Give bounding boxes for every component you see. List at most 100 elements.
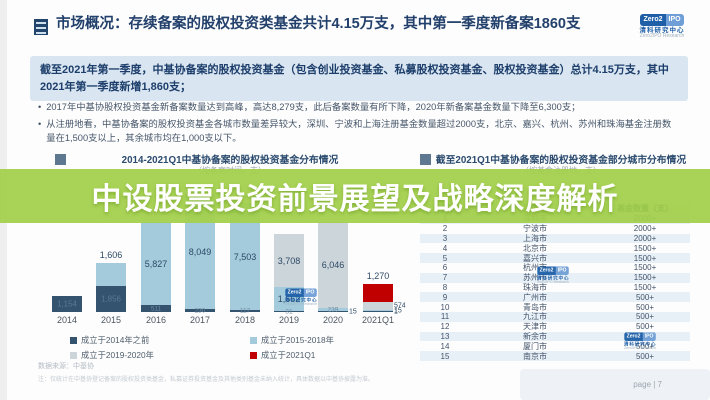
bar-segment-2020 [318,308,348,311]
table-cell: 7 [442,273,448,283]
legend-label: 成立于2021Q1 [261,350,316,360]
bullet-item: • 2017年中基协股权投资基金新备案数量达到高峰，高达8,279支，此后备案数量… [38,101,678,114]
bullet-text: 从注册地看，中基协备案的股权投资基金各城市数量差异较大，深圳、宁波和上海注册基金… [46,119,672,143]
x-axis-label: 2020 [322,315,344,325]
table-cell: 苏州市 [523,273,547,283]
bar-value-label: 1 [394,308,398,315]
table-cell: 2000+ [633,233,657,243]
legend-item: 成立于2014年之前 [70,334,250,346]
bullet-dot: • [38,119,42,130]
bar-value-label: 511 [150,305,162,312]
zero2ipo-logo: Zero2 IPO 清科研究中心 Zero2IPO Research [639,14,685,39]
table-row: 6 杭州市 1500+ [420,263,690,273]
table-cell: 500+ [635,312,655,322]
table-cell: 杭州市 [523,263,547,273]
table-cell: 500+ [635,341,655,351]
table-cell: 天津市 [523,322,547,332]
legend-label: 成立于2019-2020年 [81,350,154,360]
table-row: 14 厦门市 500+ [420,341,690,351]
table-title: 截至2021Q1中基协备案的股权投资基金部分城市分布情况 [435,155,687,166]
bar-value-label: 31 [285,308,293,315]
table-row: 11 九江市 500+ [420,311,690,322]
table-cell: 北京市 [523,243,547,253]
chart-legend: 成立于2014年之前 成立于2015-2018年成立于2019-2020年 成立于2… [70,334,400,361]
table-cell: 6 [442,263,448,273]
overlay-banner: 中设股票投资前景展望及战略深度解析 [0,169,710,223]
data-source: 数据来源：中基协 [38,363,94,370]
bar-segment-2017 [185,309,215,312]
x-axis-label: 2014 [56,315,78,325]
legend-item: 成立于2015-2018年 [250,334,400,346]
table-cell: 500+ [635,351,655,361]
bar-value-label: 239 [327,306,339,313]
table-row: 10 青岛市 500+ [420,302,690,312]
table-row: 4 北京市 1500+ [420,243,690,253]
bar-segment-2015 [96,286,126,312]
bar-segment-2014 [52,296,82,312]
legend-swatch [70,351,77,359]
bullet-list: • 2017年中基协股权投资基金新备案数量达到高峰，高达8,279支，此后备案数量… [38,101,678,149]
table-cell: 10 [440,302,450,312]
table-cell: 4 [442,243,448,253]
legend-label: 成立于2014年之前 [81,335,150,345]
bar-value-label: 1,856 [100,294,122,304]
bar-value-label: 15 [394,307,402,314]
table-cell: 8 [442,282,448,292]
table-cell: 1500+ [633,253,657,263]
list-icon [34,19,48,35]
table-cell: 上海市 [523,234,547,243]
bullet-text: 2017年中基协股权投资基金新备案数量达到高峰，高达8,279支，此后备案数量有… [46,102,581,112]
bar-value-label: 1,662 [277,294,301,304]
bar-segment-2020 [318,222,348,308]
bar-segment-2019 [274,234,304,287]
bar-value-label: 7,503 [233,251,257,262]
bar-value-label: 1,270 [366,271,390,281]
table-row: 8 珠海市 1500+ [420,283,690,293]
legend-item: 成立于2019-2020年 [70,349,250,361]
bar-segment-2016 [141,305,171,312]
bar-value-label: 5,827 [144,258,168,269]
table-cell: 青岛市 [523,302,547,312]
table-cell: 广州市 [523,292,547,302]
zero2ipo-wordmark: Zero2 IPO [640,14,684,26]
table-cell: 5 [442,253,448,263]
table-cell: 新余市 [523,331,547,341]
table-cell: 珠海市 [523,282,547,292]
table-cell: 2000+ [633,224,657,234]
footnote: 注：仅统计在中基协登记备案的股权投资类基金，私募证券投资基金及其他类别基金未纳入… [38,377,375,383]
table-cell: 1500+ [633,263,657,273]
bar-segment-2021Q1 [363,310,393,311]
table-row: 3 上海市 2000+ [420,233,690,244]
bar-value-label: 230 [194,307,206,314]
table-cell: 1500+ [633,243,657,253]
table-row: 15 南京市 500+ [420,351,690,361]
table-cell: 嘉兴市 [523,253,547,263]
bar-segment-2018 [230,310,260,312]
table-cell: 500+ [635,292,655,302]
bullet-item: • 从注册地看，中基协备案的股权投资基金各城市数量差异较大，深圳、宁波和上海注册基… [38,118,678,145]
x-axis-label: 2015 [100,315,122,325]
x-axis-label: 2021Q1 [361,315,395,325]
table-cell: 厦门市 [523,341,547,351]
table-row: 2 宁波市 2000+ [420,224,690,234]
page-number: page | 7 [633,380,662,389]
table-cell: 14 [440,341,450,351]
bar-value-label: 8,049 [188,246,212,257]
bar-segment-2021Q1 [363,302,393,310]
bar-segment-2020 [318,311,348,312]
table-cell: 13 [440,331,450,341]
table-cell: 1500+ [633,273,657,283]
chart-title-square-icon [55,154,66,165]
table-cell: 500+ [635,302,655,312]
footer-panel [520,369,710,400]
legend-swatch [70,336,77,344]
chart-x-axis: 2014 2015 2016 2017 2018 2019 2020 2021Q1 [45,315,401,327]
zero2ipo-watermark: Zero2 IPO 清科研究中心 Zero2IPO Research [284,288,318,307]
table-cell: 3 [442,233,448,243]
page-title: 市场概况：存续备案的股权投资类基金共计4.15万支，其中第一季度新备案1860支 [56,16,581,32]
x-axis-label: 2019 [278,315,300,325]
table-cell: 12 [440,322,450,332]
table-cell: 9 [442,292,448,302]
x-axis-label: 2016 [145,315,167,325]
